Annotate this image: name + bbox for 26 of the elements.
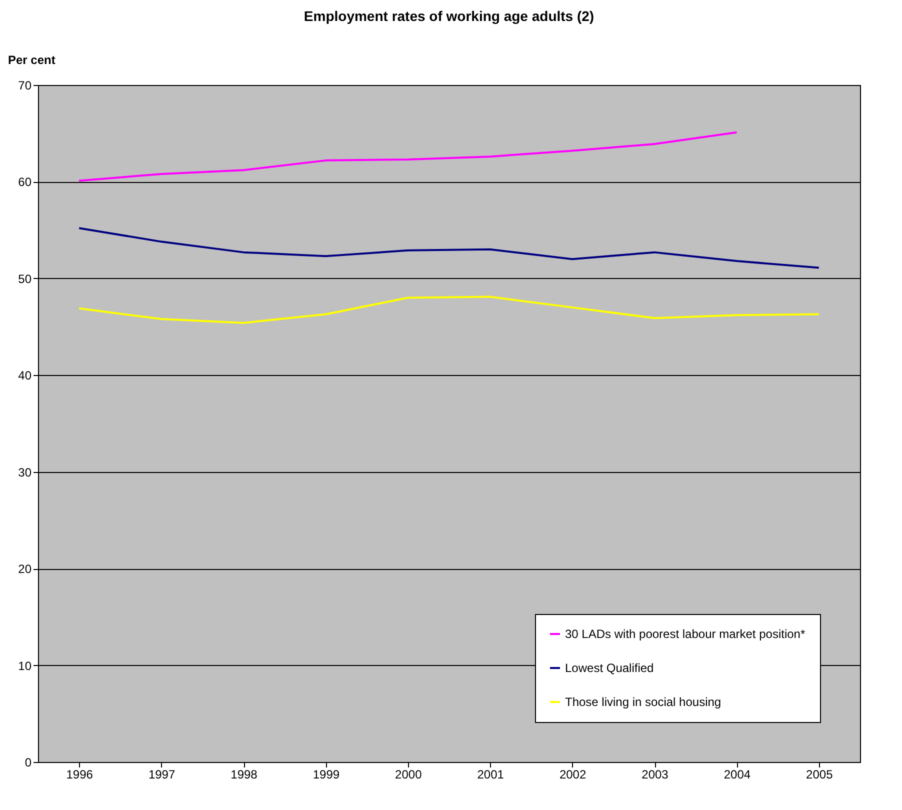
line-series — [78, 227, 820, 269]
x-tick-label: 2003 — [642, 768, 669, 782]
line-series — [78, 296, 820, 324]
legend-label: 30 LADs with poorest labour market position* — [565, 627, 806, 641]
x-tick-label: 2004 — [724, 768, 751, 782]
x-tick-label: 1999 — [312, 768, 340, 782]
x-tick-label: 2001 — [477, 768, 504, 782]
x-tick-label: 2000 — [395, 768, 422, 782]
y-tick-label: 70 — [18, 78, 32, 92]
x-tick-label: 1998 — [230, 768, 258, 782]
y-tick-label: 40 — [18, 368, 32, 383]
x-tick-label: 1997 — [148, 768, 176, 782]
y-tick-label: 20 — [18, 562, 32, 576]
legend-label: Those living in social housing — [565, 695, 722, 709]
x-tick-label: 1996 — [66, 768, 94, 782]
x-tick-label: 2005 — [806, 768, 834, 782]
y-tick-label: 50 — [18, 272, 32, 286]
y-axis-title: Per cent — [8, 53, 56, 67]
legend-label: Lowest Qualified — [565, 661, 654, 675]
chart-title: Employment rates of working age adults (2) — [304, 8, 594, 24]
y-tick-label: 60 — [18, 175, 32, 190]
line-series — [78, 131, 738, 182]
x-tick-label: 2002 — [559, 768, 586, 782]
y-tick-label: 10 — [18, 658, 32, 673]
y-tick-label: 0 — [24, 756, 32, 770]
y-tick-label: 30 — [18, 465, 32, 480]
